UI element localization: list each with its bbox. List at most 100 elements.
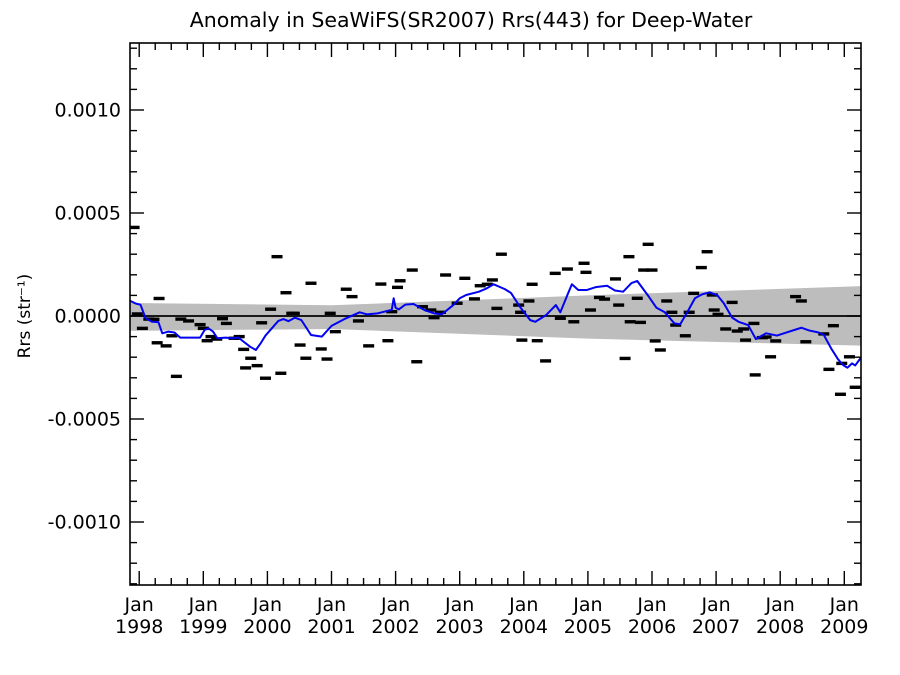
anomaly-point: [631, 296, 643, 300]
x-tick-label: Jan: [380, 594, 410, 616]
anomaly-point: [428, 315, 440, 320]
anomaly-point: [613, 303, 625, 307]
anomaly-point: [823, 367, 835, 372]
x-tick-label: 2004: [500, 616, 548, 638]
anomaly-point: [516, 338, 528, 342]
x-tick-label: 2007: [692, 616, 740, 638]
anomaly-point: [324, 311, 336, 316]
anomaly-point: [468, 297, 480, 301]
x-tick-label: 1998: [115, 616, 163, 638]
x-tick-label: 2006: [628, 616, 676, 638]
anomaly-point: [271, 254, 283, 259]
anomaly-point: [619, 356, 631, 361]
anomaly-point: [523, 299, 535, 303]
y-tick-label: 0.0010: [55, 100, 121, 122]
y-tick-label: -0.0005: [48, 409, 121, 431]
anomaly-point: [683, 310, 695, 314]
anomaly-point: [265, 307, 277, 311]
anomaly-point: [411, 360, 423, 364]
anomaly-point: [406, 268, 418, 272]
anomaly-point: [294, 343, 306, 347]
anomaly-point: [160, 344, 172, 348]
x-tick-label: Jan: [829, 594, 859, 616]
anomaly-point: [661, 299, 673, 303]
anomaly-point: [170, 374, 182, 379]
anomaly-point: [795, 299, 807, 303]
x-tick-label: 2003: [436, 616, 484, 638]
x-tick-label: 1999: [179, 616, 227, 638]
anomaly-point: [386, 309, 398, 314]
anomaly-point: [233, 334, 245, 339]
x-tick-labels: Jan1998Jan1999Jan2000Jan2001Jan2002Jan20…: [115, 594, 868, 638]
anomaly-point: [515, 310, 527, 314]
anomaly-point: [275, 371, 287, 375]
anomaly-point: [726, 300, 738, 305]
plot-frame: [129, 42, 862, 586]
anomaly-point: [827, 323, 839, 328]
anomaly-point: [634, 320, 646, 325]
x-tick-label: 2000: [243, 616, 291, 638]
anomaly-point: [554, 316, 566, 320]
anomaly-point: [280, 291, 292, 295]
anomaly-point: [670, 323, 682, 327]
x-tick-label: 2009: [820, 616, 868, 638]
anomaly-point: [609, 277, 621, 281]
anomaly-point: [495, 252, 507, 256]
anomaly-point: [382, 339, 394, 343]
anomaly-point: [540, 359, 552, 363]
anomaly-point: [329, 329, 341, 334]
anomaly-point: [300, 356, 312, 360]
axes: Jan1998Jan1999Jan2000Jan2001Jan2002Jan20…: [48, 42, 868, 638]
x-tick-label: Jan: [508, 594, 538, 616]
anomaly-point: [531, 339, 543, 343]
anomaly-point: [288, 311, 300, 316]
anomaly-point: [740, 338, 752, 342]
y-axis-ticks: [130, 47, 861, 585]
anomaly-point: [194, 322, 206, 327]
anomaly-point: [749, 373, 761, 377]
anomaly-point: [375, 282, 387, 286]
anomaly-point: [646, 268, 658, 272]
anomaly-point: [486, 278, 498, 282]
anomaly-point: [251, 363, 263, 368]
x-tick-label: Jan: [188, 594, 218, 616]
anomaly-point: [256, 321, 268, 325]
running-mean-line: [130, 279, 861, 369]
anomaly-point: [352, 319, 364, 323]
x-tick-label: Jan: [124, 594, 154, 616]
anomaly-point: [549, 271, 561, 276]
anomaly-point: [440, 273, 452, 277]
x-tick-label: Jan: [252, 594, 282, 616]
anomaly-point: [417, 305, 429, 309]
anomaly-point: [748, 321, 760, 326]
anomaly-point: [688, 291, 700, 296]
anomaly-point: [800, 340, 812, 344]
anomaly-point: [638, 268, 650, 272]
anomaly-point: [474, 284, 486, 288]
anomaly-point: [394, 279, 406, 283]
anomaly-point: [321, 357, 333, 361]
y-tick-label: -0.0010: [48, 512, 121, 534]
anomaly-point: [843, 355, 855, 359]
anomaly-point: [153, 296, 165, 301]
anomaly-point: [201, 339, 213, 343]
anomaly-point: [434, 310, 446, 314]
anomaly-point: [451, 301, 463, 305]
anomaly-point: [580, 270, 592, 275]
anomaly-point: [245, 356, 257, 360]
anomaly-point: [706, 293, 718, 297]
anomaly-point: [526, 282, 538, 286]
anomaly-point: [130, 225, 140, 230]
anomaly-point: [790, 294, 802, 299]
x-tick-label: Jan: [316, 594, 346, 616]
anomaly-point: [197, 326, 209, 331]
anomaly-point: [584, 308, 596, 312]
anomaly-point: [217, 316, 229, 321]
anomaly-point: [578, 261, 590, 265]
anomaly-point: [701, 250, 713, 254]
anomaly-point: [599, 297, 611, 301]
y-tick-label: 0.0000: [55, 306, 121, 328]
anomaly-markers: [130, 225, 861, 396]
x-tick-label: Jan: [765, 594, 795, 616]
